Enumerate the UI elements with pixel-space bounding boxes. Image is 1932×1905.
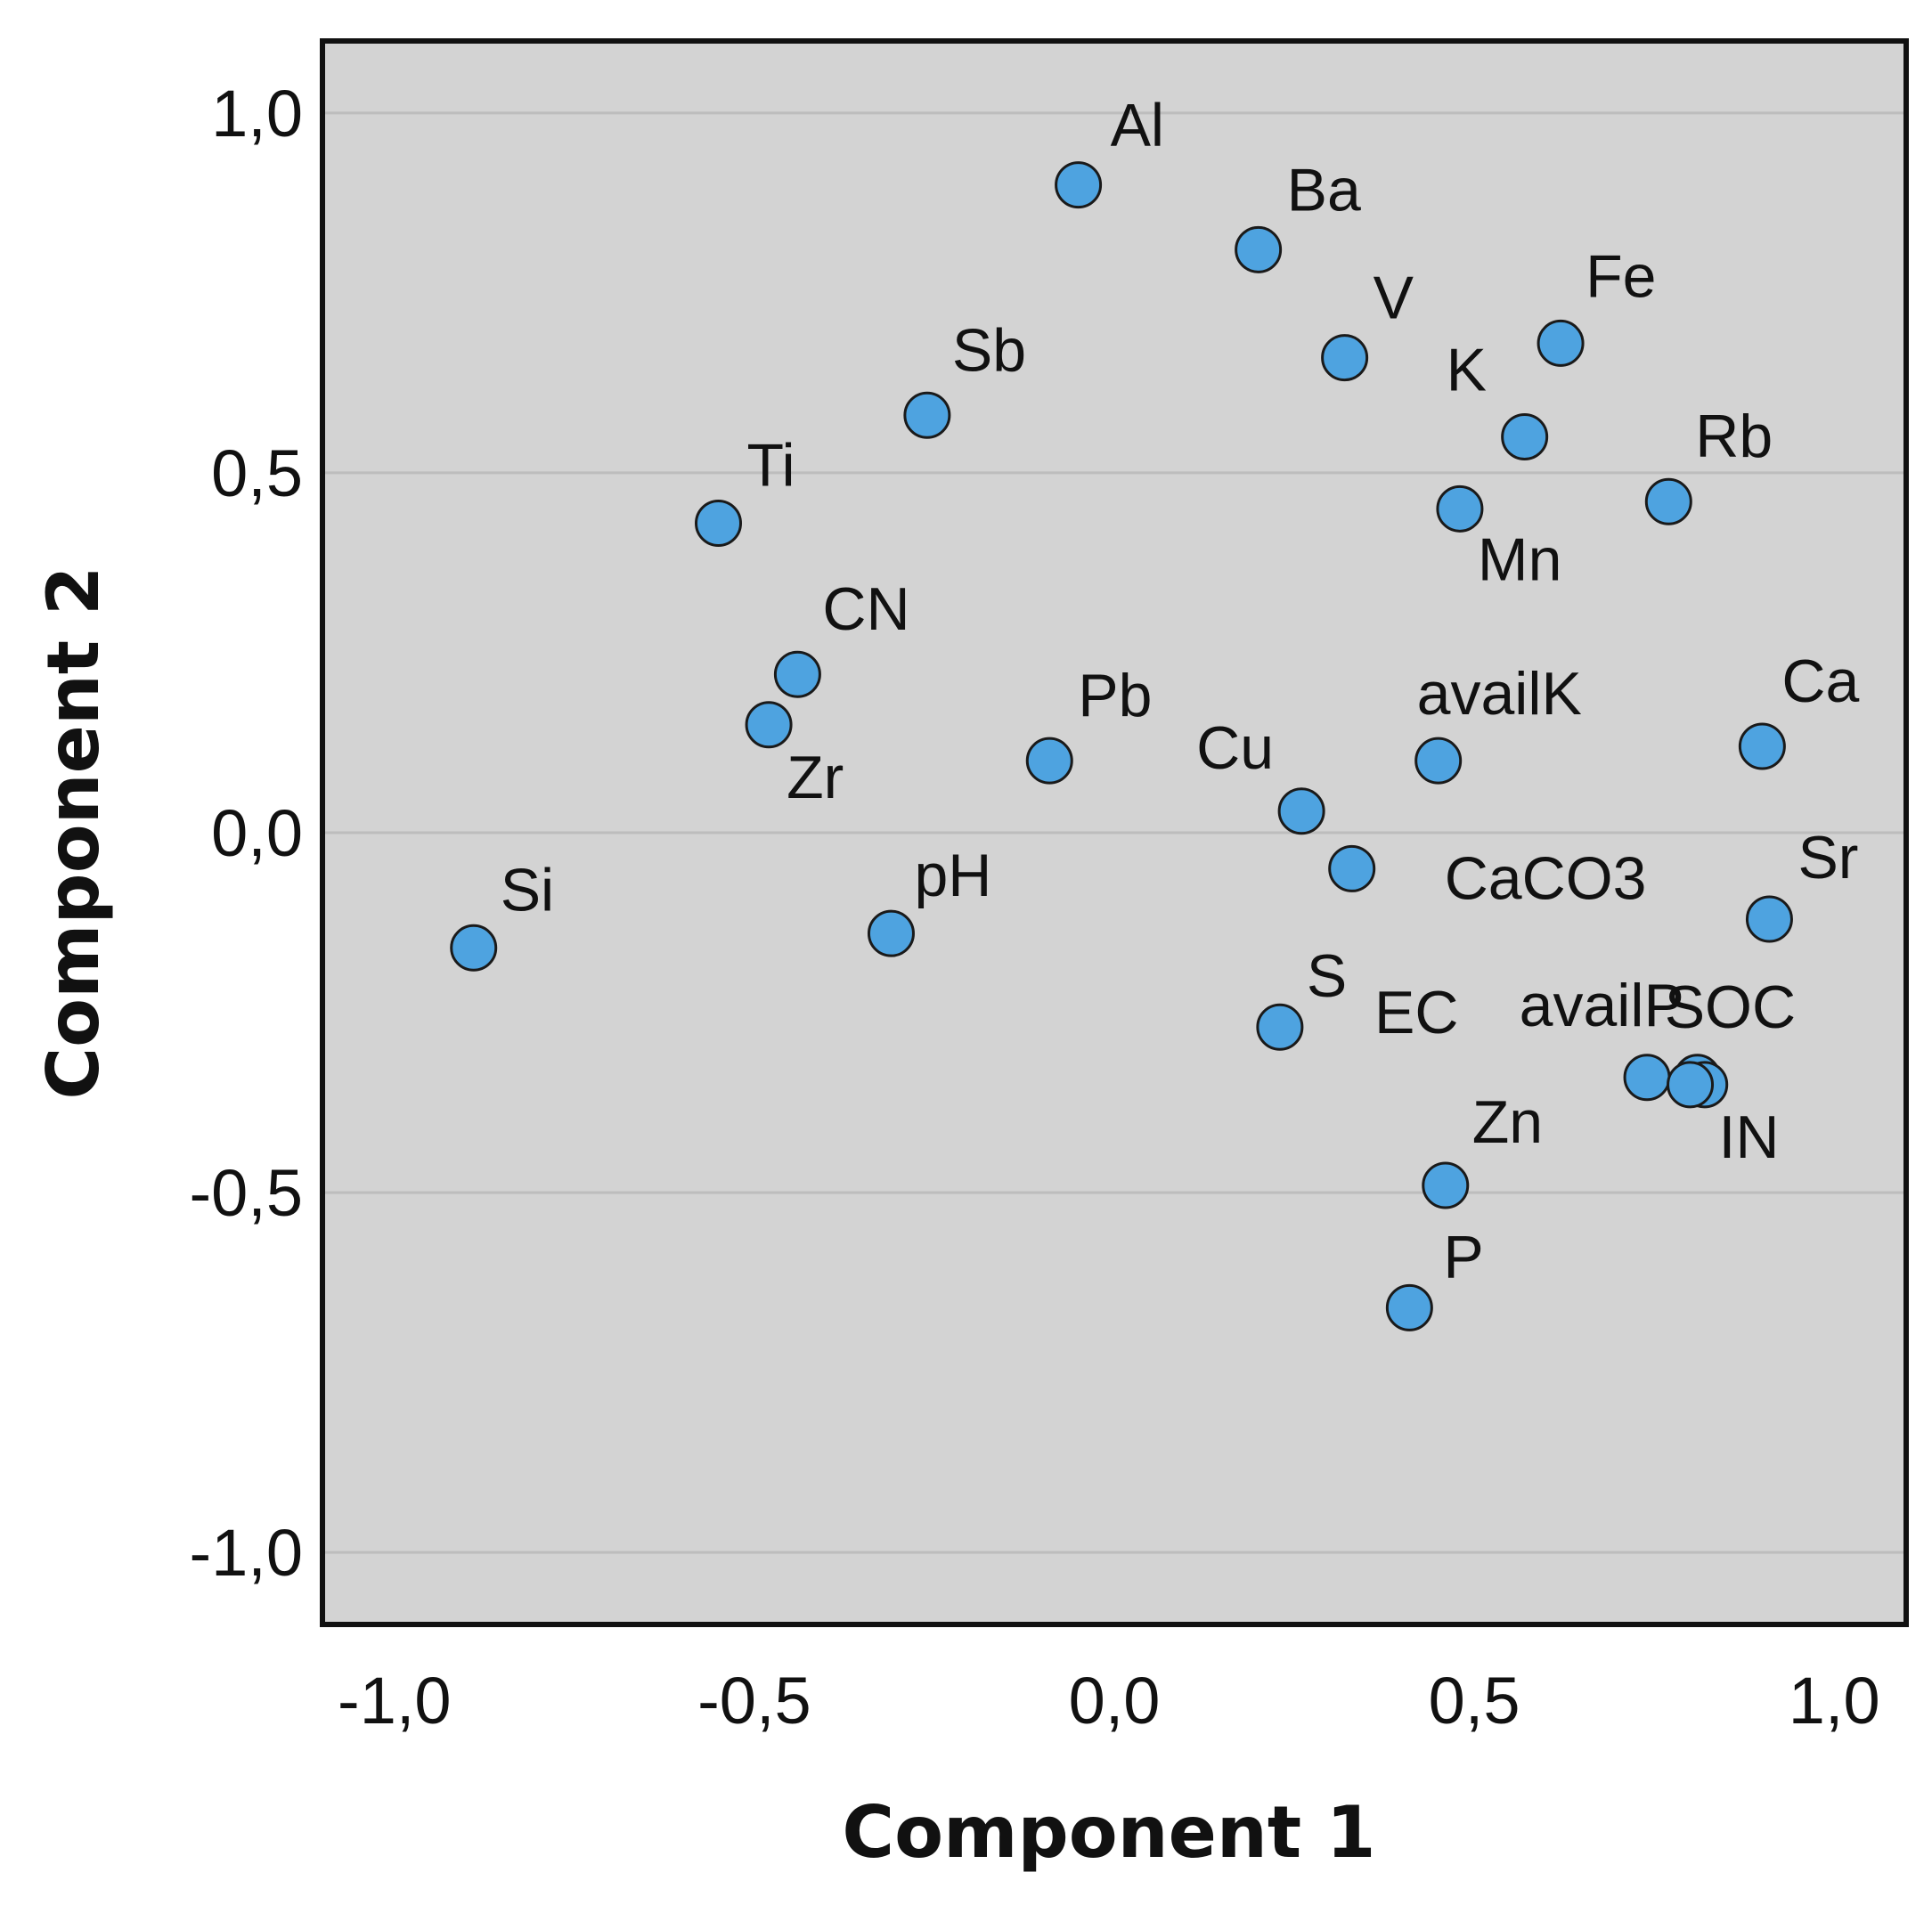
point-rb bbox=[1644, 477, 1692, 525]
point-label-soc: SOC bbox=[1665, 973, 1796, 1041]
plot-frame bbox=[320, 38, 1909, 1627]
y-tick-label: -0,5 bbox=[189, 1156, 303, 1230]
point-label-availp: availP bbox=[1520, 972, 1684, 1039]
point-ec bbox=[1623, 1054, 1671, 1102]
x-tick-label: 0,0 bbox=[1069, 1664, 1161, 1738]
point-si bbox=[450, 924, 498, 972]
point-al bbox=[1055, 161, 1103, 209]
point-label-p: P bbox=[1443, 1223, 1483, 1290]
point-fe bbox=[1537, 319, 1585, 367]
point-k bbox=[1501, 413, 1549, 460]
x-tick-label: -0,5 bbox=[697, 1664, 811, 1738]
point-label-rb: Rb bbox=[1695, 403, 1773, 470]
point-label-availk: availK bbox=[1417, 660, 1582, 728]
x-tick-label: -1,0 bbox=[338, 1664, 452, 1738]
point-mn bbox=[1436, 484, 1484, 533]
point-ph bbox=[867, 909, 915, 957]
point-label-fe: Fe bbox=[1586, 242, 1656, 310]
point-label-zn: Zn bbox=[1472, 1088, 1543, 1156]
data-points bbox=[450, 161, 1793, 1331]
point-ca bbox=[1738, 722, 1786, 770]
point-label-s: S bbox=[1307, 942, 1347, 1010]
point-sr bbox=[1745, 895, 1793, 943]
y-axis-title: Component 2 bbox=[32, 566, 115, 1099]
point-pb bbox=[1025, 737, 1073, 785]
point-label-ti: Ti bbox=[747, 431, 795, 499]
point-label-zr: Zr bbox=[787, 744, 844, 811]
point-ti bbox=[695, 499, 742, 547]
point-s bbox=[1256, 1003, 1304, 1051]
point-label-mn: Mn bbox=[1478, 525, 1561, 593]
point-ba bbox=[1235, 225, 1283, 273]
x-tick-label: 1,0 bbox=[1789, 1664, 1880, 1738]
gridlines bbox=[322, 111, 1906, 1554]
point-label-v: V bbox=[1374, 265, 1414, 332]
point-zn bbox=[1422, 1161, 1470, 1209]
point-label-ph: pH bbox=[914, 842, 991, 909]
point-availk bbox=[1414, 737, 1463, 785]
x-axis-title: Component 1 bbox=[842, 1791, 1375, 1874]
point-labels: Al BaV Fe K Rb Mn Sb Ti CN Zr Pb Cu availK Ca CaCO3 Sr p… bbox=[501, 92, 1860, 1291]
point-label-al: Al bbox=[1111, 92, 1164, 159]
y-tick-label: 1,0 bbox=[211, 77, 303, 151]
point-sb bbox=[903, 391, 951, 439]
y-tick-labels: 1,0 0,5 0,0 -0,5 -1,0 bbox=[189, 77, 303, 1590]
point-label-cn: CN bbox=[822, 575, 909, 643]
x-tick-labels: -1,0 -0,5 0,0 0,5 1,0 bbox=[338, 1664, 1880, 1738]
point-label-sr: Sr bbox=[1797, 824, 1858, 891]
point-v bbox=[1321, 334, 1369, 382]
point-caco3 bbox=[1328, 844, 1376, 892]
point-label-ca: Ca bbox=[1781, 647, 1859, 715]
point-label-si: Si bbox=[501, 856, 554, 924]
point-cn bbox=[773, 650, 821, 698]
point-label-caco3: CaCO3 bbox=[1445, 844, 1647, 912]
point-label-k: K bbox=[1447, 337, 1487, 404]
x-tick-label: 0,5 bbox=[1429, 1664, 1520, 1738]
point-cu bbox=[1277, 787, 1325, 835]
y-tick-label: 0,5 bbox=[211, 436, 303, 510]
y-tick-label: -1,0 bbox=[189, 1516, 303, 1590]
point-label-in: IN bbox=[1719, 1103, 1780, 1171]
point-in bbox=[1667, 1061, 1715, 1109]
point-zr bbox=[745, 701, 793, 749]
y-tick-label: 0,0 bbox=[211, 796, 303, 870]
point-label-ec: EC bbox=[1374, 979, 1458, 1046]
point-p bbox=[1385, 1283, 1433, 1331]
point-label-sb: Sb bbox=[952, 316, 1026, 384]
point-label-ba: Ba bbox=[1287, 156, 1361, 224]
point-label-cu: Cu bbox=[1196, 714, 1274, 782]
point-label-pb: Pb bbox=[1078, 662, 1152, 729]
